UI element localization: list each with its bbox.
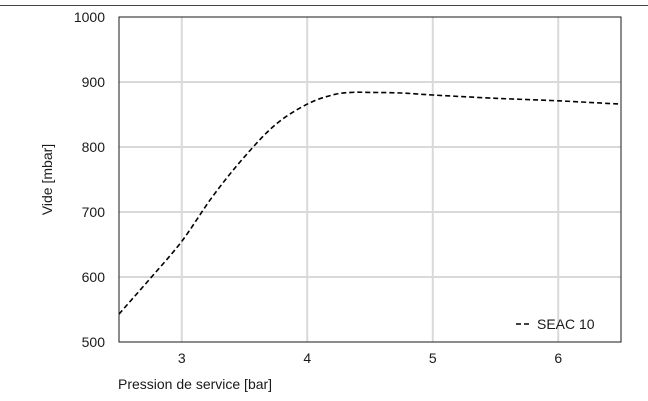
legend: SEAC 10 [516,316,595,332]
x-tick-label: 5 [429,350,437,366]
x-axis-title: Pression de service [bar] [118,376,272,392]
y-axis-title: Vide [mbar] [39,144,55,215]
y-tick-labels: 500 600 700 800 900 1000 [74,9,105,350]
x-tick-label: 4 [303,350,311,366]
y-tick-label: 1000 [74,9,105,25]
legend-label: SEAC 10 [537,316,595,332]
series-layer [118,91,622,315]
y-tick-label: 800 [82,139,106,155]
grid [119,17,621,342]
x-tick-labels: 3 4 5 6 [178,350,563,366]
x-tick-label: 3 [178,350,186,366]
y-tick-label: 600 [82,269,106,285]
plot-frame [118,16,622,343]
y-tick-label: 900 [82,74,106,90]
y-tick-label: 700 [82,204,106,220]
x-tick-label: 6 [554,350,562,366]
y-tick-label: 500 [82,334,106,350]
top-rule [0,5,648,6]
series-line [118,91,622,315]
